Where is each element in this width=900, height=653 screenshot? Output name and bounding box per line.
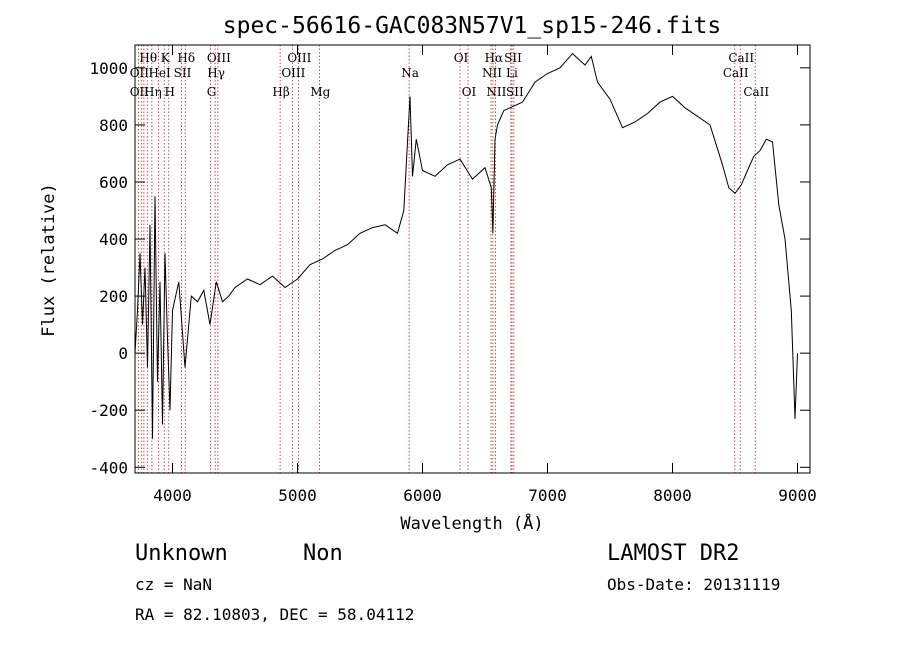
line-label-23: Mg <box>310 85 330 99</box>
line-label-6: Hα <box>485 51 504 65</box>
cz-text: cz = NaN <box>135 575 212 594</box>
x-tick-label-6000: 6000 <box>403 486 442 505</box>
y-tick-label-800: 800 <box>99 116 128 135</box>
x-tick-label-4000: 4000 <box>153 486 192 505</box>
classification-text: Unknown <box>135 541 228 566</box>
line-label-4: OIII <box>287 51 311 65</box>
line-label-3: OIII <box>207 51 231 65</box>
x-tick-label-5000: 5000 <box>278 486 317 505</box>
line-label-7: SII <box>504 51 522 65</box>
line-label-15: NII <box>482 66 502 80</box>
spectrum-line <box>134 52 798 439</box>
line-label-19: Hη <box>144 85 162 99</box>
y-axis: -400 -200 0 200 400 600 800 1000 <box>89 59 810 477</box>
x-tick-label-8000: 8000 <box>653 486 692 505</box>
line-label-16: Li <box>506 66 518 80</box>
y-tick-label-0: 0 <box>118 344 128 363</box>
line-label-22: Hβ <box>272 85 289 99</box>
coords-text: RA = 82.10803, DEC = 58.04112 <box>135 605 414 624</box>
y-tick-label-400: 400 <box>99 230 128 249</box>
y-tick-label--200: -200 <box>89 401 128 420</box>
x-tick-label-7000: 7000 <box>528 486 567 505</box>
y-tick-label--400: -400 <box>89 458 128 477</box>
line-markers <box>137 45 756 473</box>
line-label-8: CaII <box>728 51 754 65</box>
line-label-26: SII <box>506 85 524 99</box>
chart-title: spec-56616-GAC083N57V1_sp15-246.fits <box>223 13 722 39</box>
x-axis-label: Wavelength (Å) <box>400 512 543 534</box>
line-label-0: Hθ <box>139 51 157 65</box>
survey-text: LAMOST DR2 <box>607 541 739 566</box>
line-label-17: CaII <box>723 66 749 80</box>
line-label-21: G <box>207 85 217 99</box>
y-axis-label: Flux (relative) <box>39 183 59 337</box>
spectrum-layer <box>134 52 798 439</box>
line-label-11: SII <box>174 66 192 80</box>
x-axis: 4000 5000 6000 7000 8000 9000 <box>153 45 817 505</box>
line-label-13: OIII <box>281 66 305 80</box>
line-label-1: K <box>161 51 171 65</box>
plot-frame <box>134 44 811 474</box>
line-label-25: NII <box>486 85 506 99</box>
line-label-24: OI <box>462 85 477 99</box>
line-label-27: CaII <box>743 85 769 99</box>
line-label-14: Na <box>401 66 419 80</box>
line-label-12: Hγ <box>207 66 225 80</box>
line-label-10: HeI <box>148 66 171 80</box>
y-tick-label-200: 200 <box>99 287 128 306</box>
line-label-5: OI <box>454 51 469 65</box>
y-tick-label-1000: 1000 <box>89 59 128 78</box>
line-label-2: Hδ <box>177 51 195 65</box>
y-tick-label-600: 600 <box>99 173 128 192</box>
x-tick-label-9000: 9000 <box>778 486 817 505</box>
subclass-text: Non <box>303 541 343 566</box>
line-label-20: H <box>165 85 175 99</box>
obs-date-text: Obs-Date: 20131119 <box>607 575 780 594</box>
